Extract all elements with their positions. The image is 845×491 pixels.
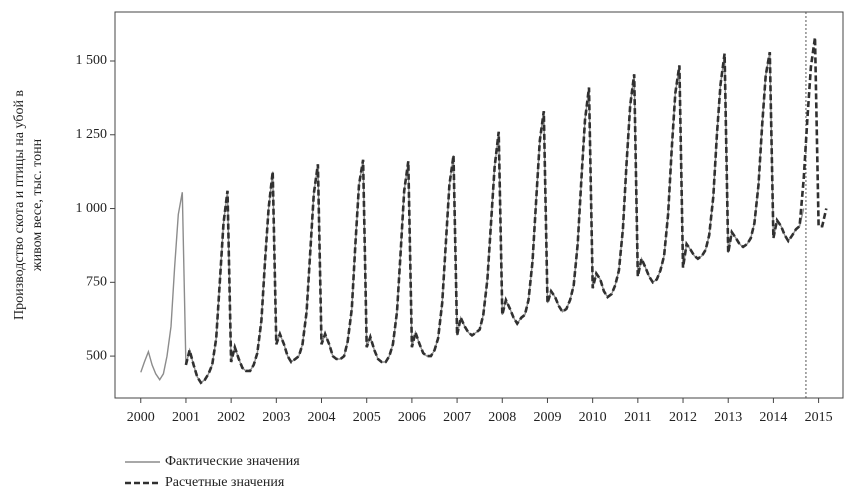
y-tick-label: 1 000 <box>76 201 108 216</box>
y-tick-label: 500 <box>86 348 107 363</box>
x-tick-label: 2003 <box>262 410 290 425</box>
x-tick-label: 2008 <box>488 410 516 425</box>
x-tick-label: 2011 <box>624 410 651 425</box>
x-tick-label: 2004 <box>308 410 336 425</box>
x-tick-label: 2013 <box>714 410 742 425</box>
y-tick-label: 750 <box>86 275 107 290</box>
x-tick-label: 2014 <box>759 410 787 425</box>
x-tick-label: 2007 <box>443 410 471 425</box>
x-tick-label: 2002 <box>217 410 245 425</box>
legend-label: Фактические значения <box>165 454 300 469</box>
x-tick-label: 2006 <box>398 410 426 425</box>
x-tick-label: 2009 <box>533 410 561 425</box>
x-tick-label: 2010 <box>579 410 607 425</box>
y-axis-label: живом весе, тыс. тонн <box>30 138 45 272</box>
x-tick-label: 2012 <box>669 410 697 425</box>
legend-label: Расчетные значения <box>165 475 285 490</box>
plot-frame <box>114 11 844 399</box>
y-tick-label: 1 500 <box>76 53 108 68</box>
x-tick-label: 2000 <box>127 410 155 425</box>
x-tick-label: 2015 <box>805 410 833 425</box>
y-tick-label: 1 250 <box>76 127 108 142</box>
x-tick-label: 2001 <box>172 410 200 425</box>
series-line <box>184 37 828 385</box>
series-line <box>140 51 805 384</box>
y-axis-label: Производство скота и птицы на убой в <box>12 90 27 320</box>
x-tick-label: 2005 <box>353 410 381 425</box>
